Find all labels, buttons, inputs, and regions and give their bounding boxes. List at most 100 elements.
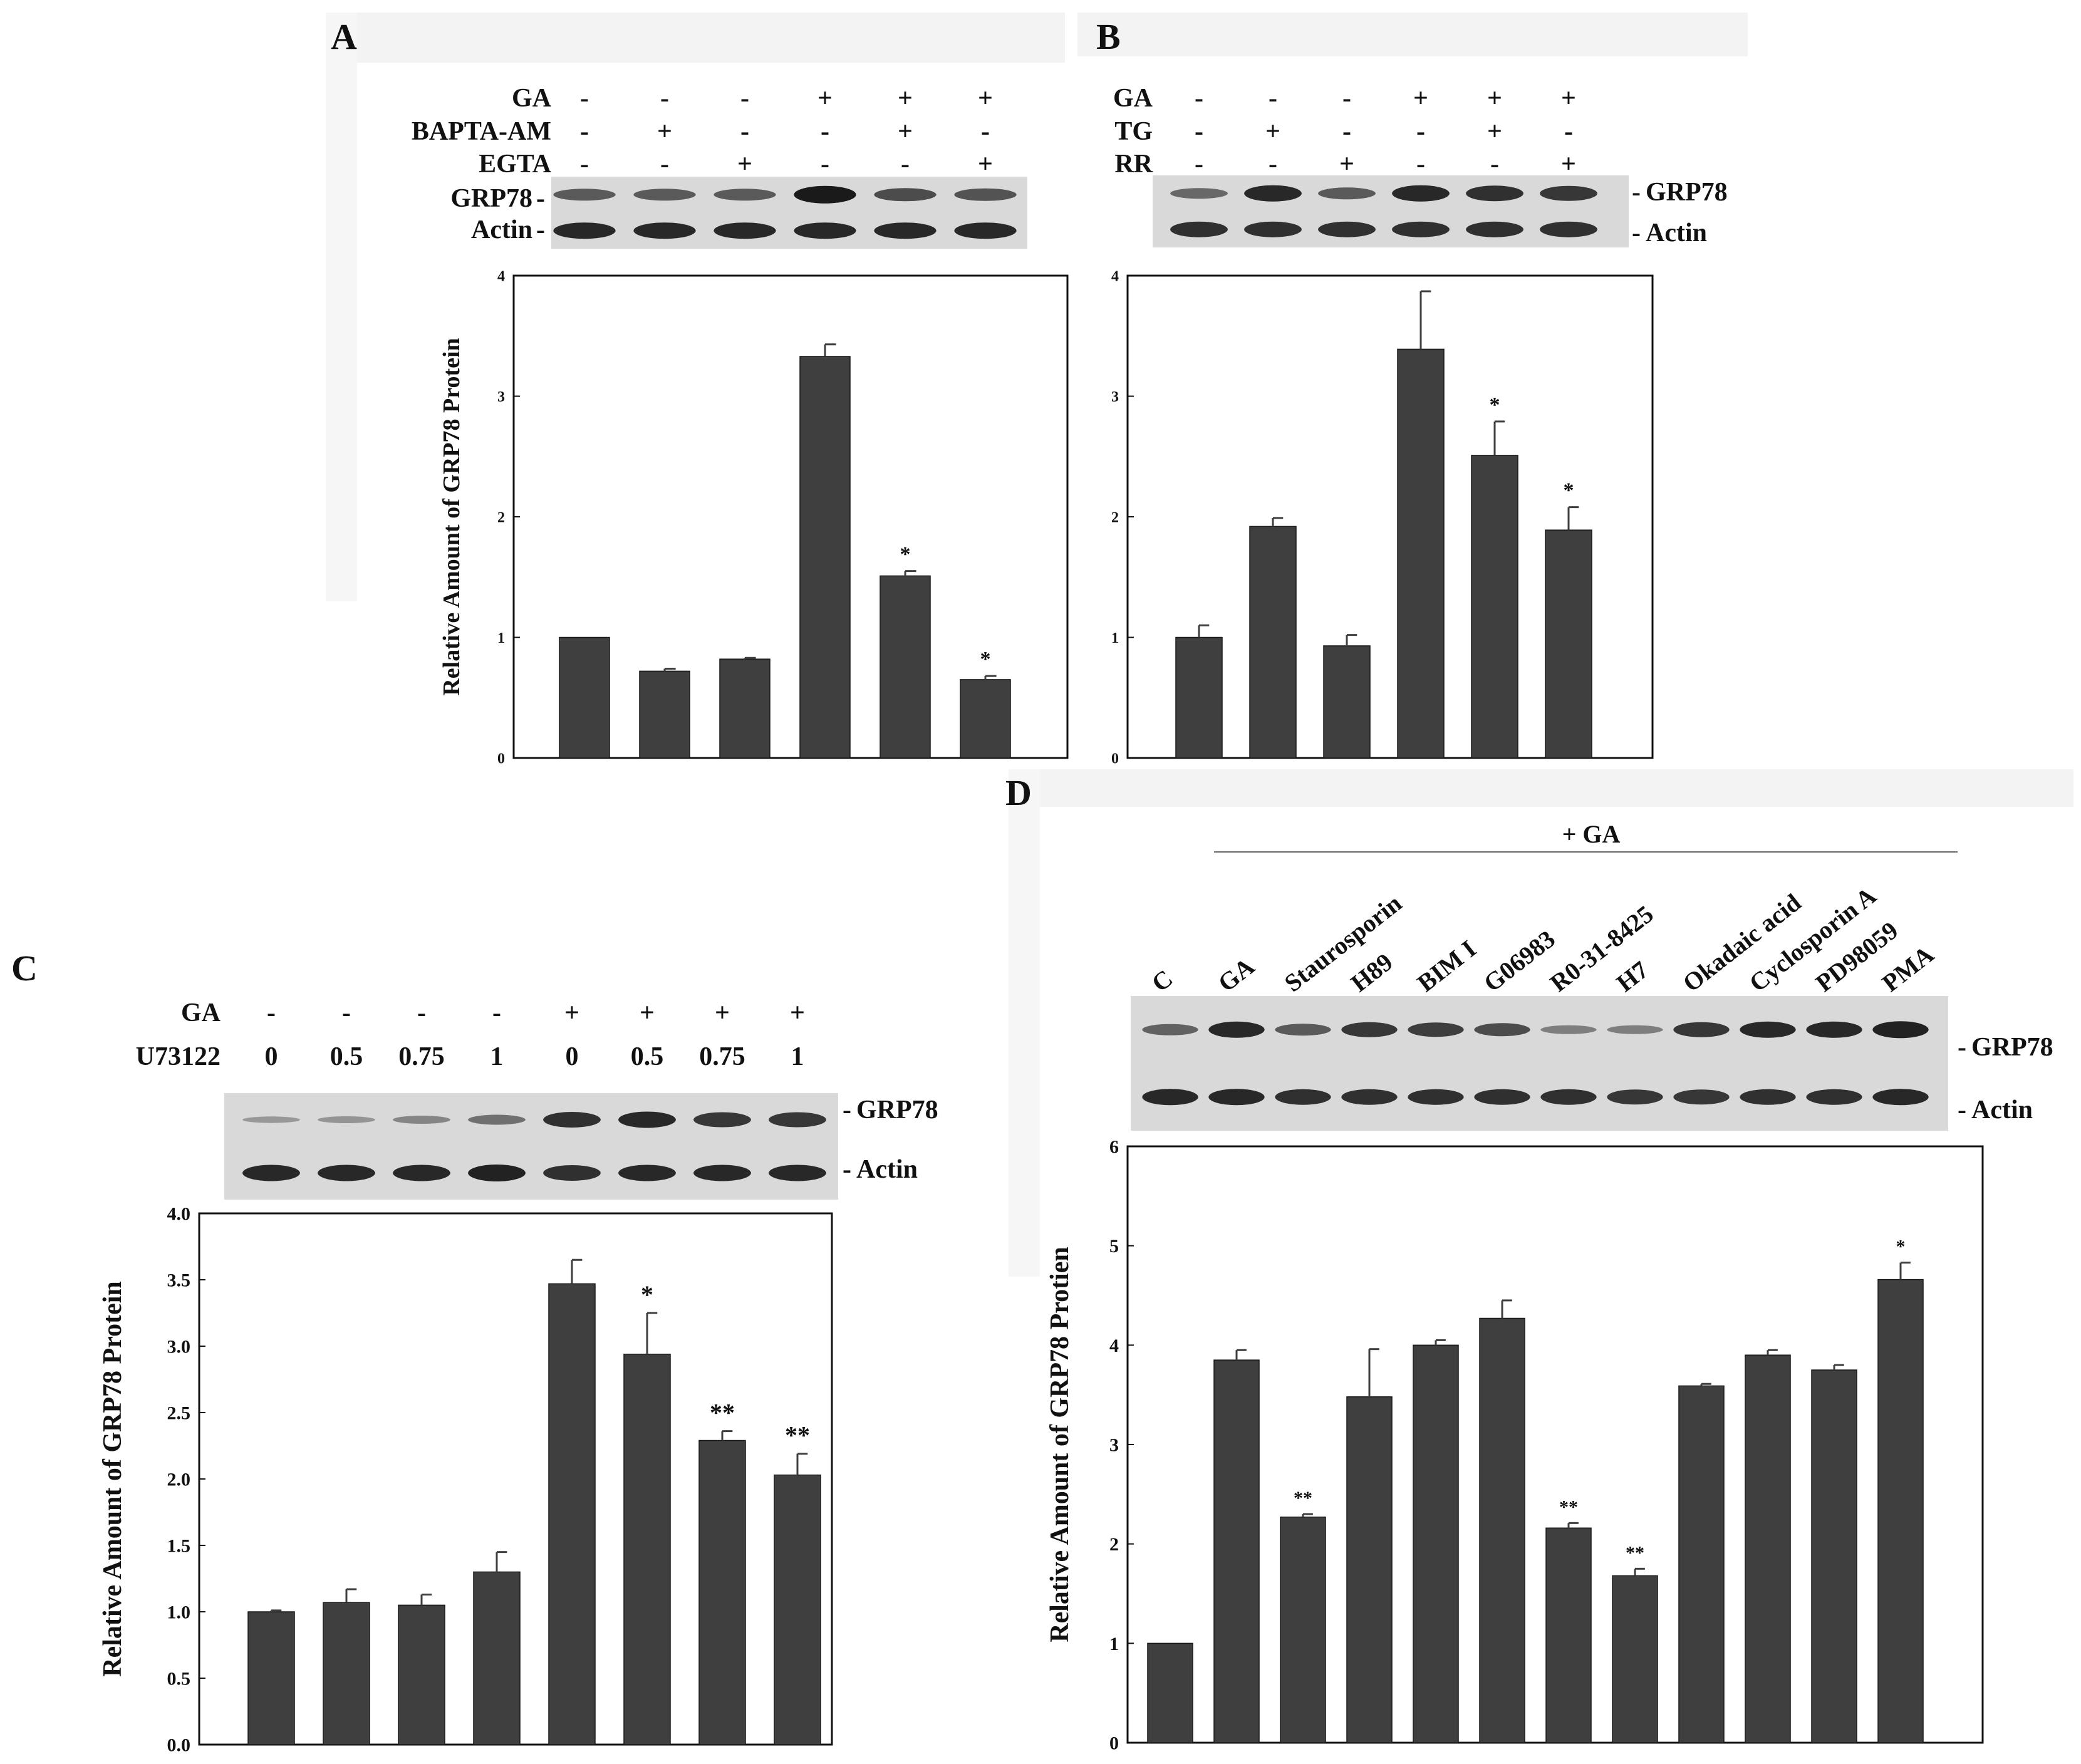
condition-name: U73122 (136, 1042, 221, 1071)
y-tick-label: 3.5 (167, 1270, 191, 1291)
condition-mark: + (715, 999, 730, 1027)
blot-band-grp78 (1208, 1021, 1265, 1038)
blot-band-grp78 (468, 1114, 526, 1125)
bar (1249, 526, 1297, 759)
condition-mark: - (740, 117, 749, 146)
panel-a-shade (326, 13, 1065, 63)
condition-mark: + (640, 999, 655, 1027)
bar (1213, 1359, 1260, 1743)
blot-band-grp78 (318, 1116, 375, 1123)
panel-d: 0 1 2 3 4 5 6 Relative Amount of GRP78 Protien *… (1046, 820, 2053, 1754)
blot-band-grp78 (1474, 1023, 1530, 1037)
significance-label: * (1896, 1237, 1906, 1257)
blot-band-actin (1872, 1089, 1929, 1106)
y-tick-label: 3.0 (167, 1337, 191, 1357)
lane-label: Staurosporin (1279, 889, 1407, 997)
blot-band-grp78 (1392, 185, 1450, 202)
bar (559, 636, 610, 759)
blot-band-actin (318, 1165, 375, 1181)
blot-dash: - (536, 184, 545, 213)
lane-label: G06983 (1478, 925, 1560, 997)
condition-mark: 0.75 (699, 1042, 745, 1071)
blot-label: GRP78 (1646, 178, 1728, 207)
blot-band-grp78 (1341, 1022, 1398, 1037)
bar (1323, 645, 1371, 759)
blot-band-actin (714, 222, 776, 239)
bar (1397, 348, 1445, 759)
blot-band-actin (1275, 1089, 1331, 1105)
y-tick-label: 2.0 (167, 1470, 191, 1490)
condition-mark: + (1413, 84, 1428, 113)
condition-mark: - (821, 150, 829, 179)
y-tick-label: 1.5 (167, 1536, 191, 1557)
y-tick-label: 5 (1109, 1236, 1119, 1257)
blot-band-actin (1208, 1089, 1265, 1106)
condition-mark: + (978, 150, 993, 179)
blot-band-actin (1408, 1089, 1464, 1105)
blot-band-actin (1170, 221, 1228, 237)
condition-mark: + (1339, 150, 1354, 179)
western-blot (1131, 996, 1948, 1131)
blot-band-actin (1740, 1089, 1796, 1105)
blot-label: GRP78 (1971, 1033, 2053, 1062)
blot-band-grp78 (1872, 1021, 1929, 1039)
bar (1413, 1344, 1459, 1743)
blot-band-actin (769, 1165, 826, 1181)
blot-band-actin (1474, 1089, 1530, 1105)
bar (1545, 1527, 1592, 1743)
bar (698, 1440, 746, 1745)
panel-d-shade (1009, 769, 2073, 807)
bar (623, 1353, 671, 1745)
y-tick-label: 4 (1111, 268, 1119, 284)
panel-a: 0 1 2 3 4 Relative Amount of GRP78 Protein * * G… (412, 84, 1069, 767)
condition-mark: 1 (791, 1042, 804, 1071)
condition-name: GA (512, 84, 552, 113)
significance-label: ** (1626, 1542, 1644, 1563)
blot-band-actin (1540, 221, 1597, 237)
significance-label: ** (1559, 1497, 1578, 1517)
blot-band-grp78 (1170, 188, 1228, 199)
western-blot (224, 1093, 838, 1200)
bar (473, 1571, 521, 1745)
condition-mark: - (417, 999, 426, 1027)
condition-name: GA (181, 999, 221, 1027)
y-tick-label: 3 (1111, 389, 1119, 405)
y-tick-label: 3 (1109, 1435, 1119, 1456)
blot-band-actin (1341, 1089, 1398, 1105)
condition-mark: - (342, 999, 351, 1027)
blot-band-actin (874, 222, 937, 239)
bar (1147, 1642, 1193, 1743)
significance-label: ** (710, 1399, 735, 1427)
significance-label: ** (785, 1421, 810, 1450)
blot-band-actin (794, 222, 856, 239)
y-tick-label: 2 (1109, 1534, 1119, 1555)
bar (323, 1602, 370, 1745)
blot-band-grp78 (618, 1111, 676, 1128)
condition-mark: - (1416, 150, 1425, 179)
blot-band-grp78 (954, 188, 1017, 201)
condition-mark: 0.75 (398, 1042, 445, 1071)
condition-name: EGTA (479, 150, 552, 179)
condition-mark: + (978, 84, 993, 113)
condition-mark: - (1342, 84, 1351, 113)
significance-label: * (1490, 393, 1500, 417)
bar (1280, 1517, 1326, 1743)
blot-band-actin (1466, 221, 1523, 237)
condition-mark: - (660, 84, 669, 113)
western-blot (1153, 175, 1629, 247)
lane-label: GA (1213, 952, 1260, 997)
condition-mark: - (1269, 150, 1277, 179)
blot-band-actin (1607, 1089, 1663, 1105)
panel-d-letter: D (1005, 772, 1032, 813)
bar (1811, 1369, 1857, 1743)
condition-mark: 0 (265, 1042, 278, 1071)
condition-mark: - (492, 999, 501, 1027)
bar (1877, 1279, 1924, 1743)
condition-mark: - (901, 150, 910, 179)
panel-b-shade (1077, 13, 1748, 56)
condition-mark: - (660, 150, 669, 179)
condition-mark: 0 (566, 1042, 579, 1071)
y-tick-label: 0.5 (167, 1669, 191, 1689)
condition-name: RR (1114, 150, 1153, 179)
